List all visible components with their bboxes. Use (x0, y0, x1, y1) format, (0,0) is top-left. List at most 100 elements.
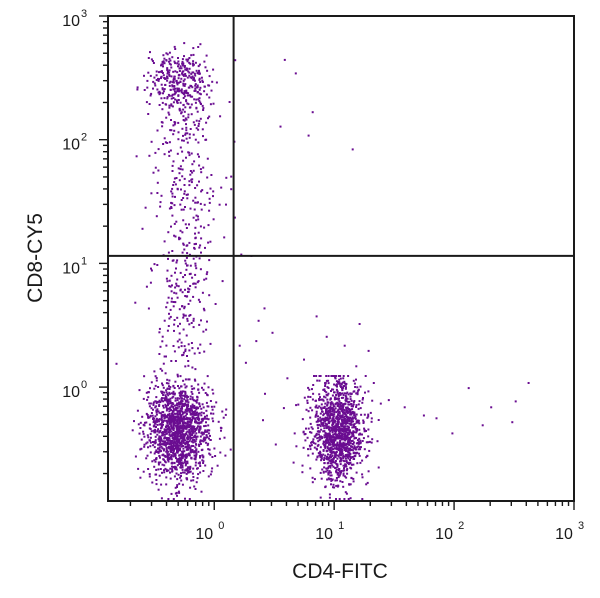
data-point (176, 420, 178, 423)
data-point (333, 452, 336, 455)
data-point (212, 412, 215, 415)
data-point (334, 396, 337, 399)
data-point (271, 331, 274, 334)
data-point (310, 431, 313, 434)
data-point (171, 417, 174, 420)
data-point (158, 78, 160, 81)
data-point (188, 446, 191, 449)
data-point (194, 61, 197, 64)
data-point (340, 443, 343, 446)
data-point (195, 436, 198, 439)
data-point (163, 137, 166, 140)
data-point (196, 467, 198, 470)
data-point (173, 88, 176, 91)
data-point (170, 300, 173, 303)
data-point (171, 402, 173, 405)
data-point (155, 479, 158, 481)
data-point (193, 404, 196, 407)
data-point (339, 392, 342, 395)
data-point (142, 430, 145, 433)
data-point (319, 412, 322, 415)
data-point (341, 424, 344, 427)
data-point (160, 77, 162, 80)
data-point (153, 440, 156, 443)
data-point (186, 455, 189, 458)
data-point (324, 396, 327, 399)
data-point (343, 447, 346, 449)
data-point (192, 71, 195, 74)
data-point (153, 446, 156, 449)
data-point (179, 80, 182, 83)
data-point (166, 420, 169, 423)
data-point (376, 440, 379, 443)
data-point (341, 387, 343, 390)
data-point (142, 397, 145, 400)
data-point (168, 385, 170, 388)
data-point (161, 425, 164, 428)
data-point (177, 458, 180, 460)
data-point (172, 421, 175, 424)
data-point (166, 442, 169, 445)
data-point (367, 435, 370, 438)
data-point (158, 399, 161, 402)
data-point (172, 425, 175, 427)
data-point (166, 280, 169, 283)
data-point (182, 243, 185, 246)
data-point (164, 398, 167, 401)
data-point (330, 414, 333, 417)
data-point (180, 461, 183, 464)
data-point (157, 461, 160, 464)
data-point (188, 453, 191, 456)
data-point (326, 436, 329, 438)
data-point (165, 468, 168, 471)
data-point (333, 383, 336, 386)
data-point (161, 87, 164, 90)
data-point (186, 317, 189, 320)
data-point (166, 72, 169, 75)
data-point (188, 432, 191, 435)
data-point (153, 82, 156, 85)
data-point (212, 102, 215, 105)
data-point (178, 401, 180, 404)
data-point (352, 401, 355, 403)
data-point (175, 416, 178, 419)
data-point (190, 449, 192, 452)
data-point (173, 415, 176, 418)
data-point (158, 431, 161, 434)
data-point (197, 98, 200, 101)
data-point (358, 323, 361, 325)
data-point (181, 92, 184, 95)
data-point (199, 425, 202, 428)
data-point (340, 402, 343, 404)
data-point (330, 452, 333, 455)
data-point (192, 169, 195, 172)
data-point (182, 108, 185, 111)
data-point (180, 466, 183, 469)
data-point (179, 390, 182, 393)
data-point (330, 474, 333, 477)
data-point (192, 425, 194, 428)
data-point (158, 405, 161, 407)
data-point (177, 99, 180, 101)
data-point (136, 409, 139, 412)
data-point (168, 51, 171, 54)
data-point (157, 79, 160, 82)
data-point (168, 458, 171, 461)
data-point (326, 407, 329, 410)
data-point (344, 433, 347, 435)
data-point (179, 322, 181, 325)
data-point (173, 123, 176, 126)
data-point (172, 405, 175, 408)
data-point (203, 350, 206, 353)
data-point (158, 448, 161, 451)
data-point (327, 472, 330, 474)
data-point (172, 384, 175, 387)
data-point (180, 88, 183, 91)
data-point (165, 476, 168, 479)
data-point (191, 366, 194, 369)
data-point (166, 452, 169, 455)
data-point (303, 358, 305, 361)
data-point (342, 485, 345, 488)
data-point (171, 94, 174, 97)
data-point (139, 448, 142, 451)
